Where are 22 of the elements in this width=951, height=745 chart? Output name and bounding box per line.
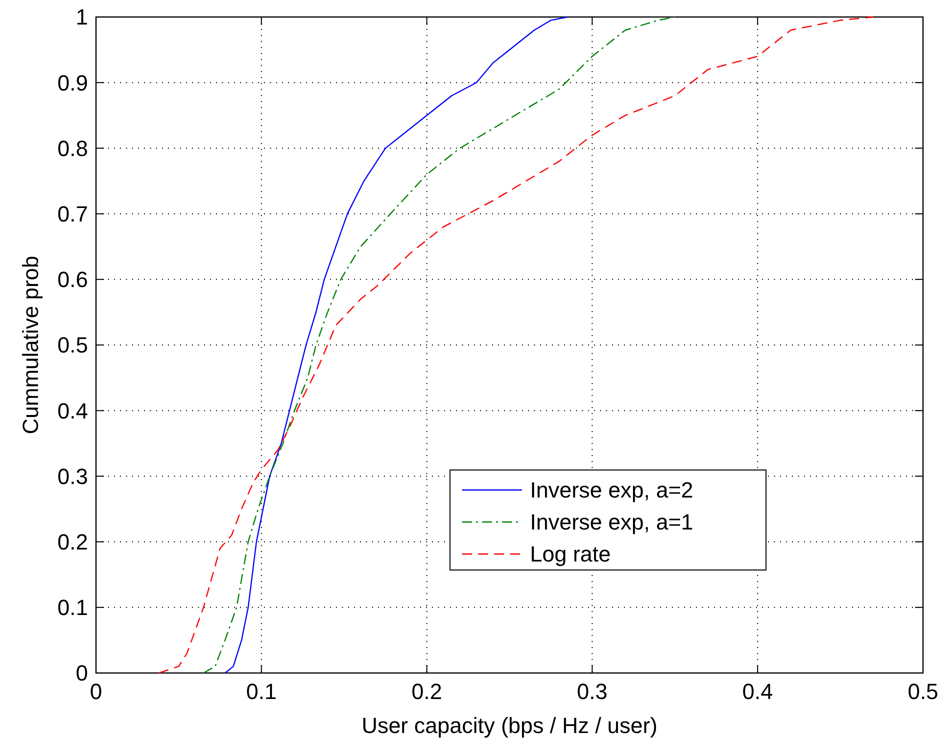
legend-label: Log rate <box>530 542 611 567</box>
y-tick-label: 0 <box>76 660 88 686</box>
legend-label: Inverse exp, a=2 <box>530 478 694 503</box>
y-tick-label: 0.1 <box>57 595 88 620</box>
y-tick-label: 0.7 <box>57 202 88 226</box>
y-tick-label: 0.9 <box>57 70 88 96</box>
y-tick-label: 0.6 <box>57 267 88 292</box>
x-tick-label: 0.2 <box>412 679 442 704</box>
x-tick-label: 0.4 <box>742 679 773 704</box>
y-tick-label: 0.2 <box>57 530 88 554</box>
y-tick-label: 0.5 <box>57 332 88 358</box>
legend-label: Inverse exp, a=1 <box>530 510 694 535</box>
x-axis-title: User capacity (bps / Hz / user) <box>362 713 658 738</box>
y-axis-title: Cummulative prob <box>18 256 43 434</box>
y-tick-label: 1 <box>76 4 88 30</box>
y-tick-label: 0.8 <box>57 136 88 161</box>
x-tick-label: 0.3 <box>576 679 608 704</box>
y-tick-label: 0.3 <box>57 464 88 489</box>
x-tick-label: 0.5 <box>908 679 938 704</box>
line-series <box>158 16 874 674</box>
x-tick-label: 0.1 <box>246 679 277 704</box>
y-tick-label: 0.4 <box>57 398 88 424</box>
